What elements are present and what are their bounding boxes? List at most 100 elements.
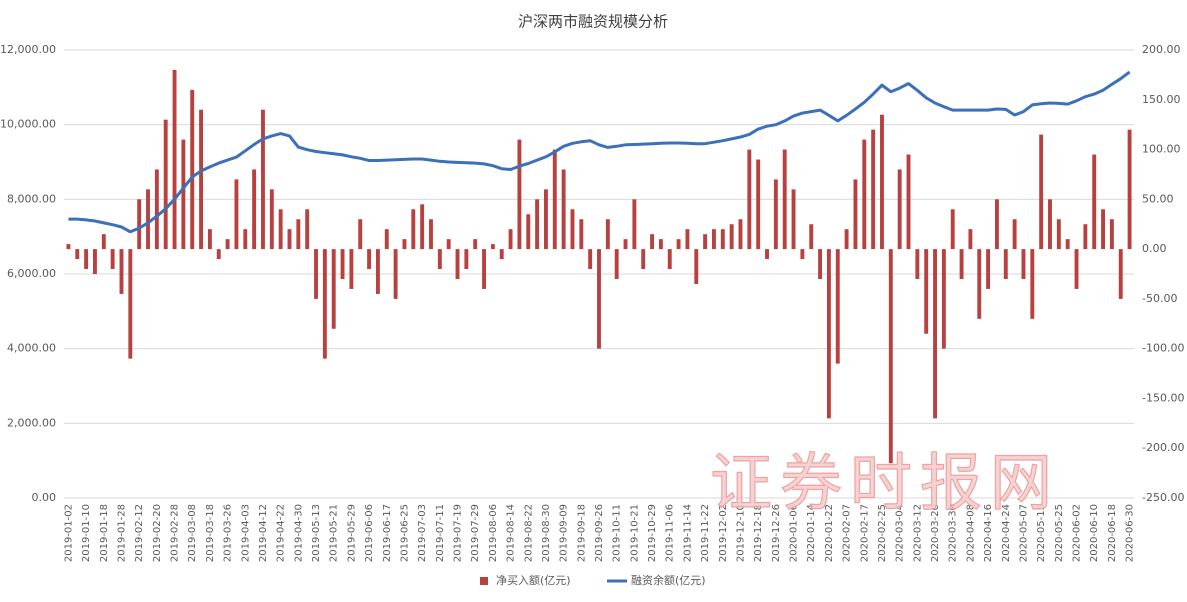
- bar: [331, 249, 336, 329]
- watermark: 证券时报网: [710, 446, 1060, 519]
- y2-tick-label: -100.00: [1142, 342, 1184, 355]
- x-tick-label: 2019-01-10: [81, 504, 92, 562]
- legend-label: 净买入额(亿元): [496, 573, 571, 587]
- bar: [199, 109, 204, 250]
- x-tick-label: 2020-06-10: [1089, 504, 1100, 562]
- bar: [1048, 199, 1052, 250]
- x-tick-label: 2019-04-30: [293, 504, 304, 562]
- y2-tick-label: 100.00: [1142, 143, 1181, 156]
- bar: [1092, 154, 1097, 250]
- x-tick-label: 2019-12-18: [753, 504, 764, 562]
- bar: [720, 229, 725, 250]
- x-tick-label: 2020-02-07: [842, 504, 853, 562]
- x-tick-label: 2019-12-10: [735, 504, 746, 562]
- x-tick-label: 2020-04-16: [983, 504, 994, 562]
- x-tick-label: 2020-01-14: [806, 504, 817, 562]
- bar: [1012, 219, 1017, 250]
- bar: [225, 239, 230, 250]
- x-tick-label: 2019-08-14: [506, 504, 517, 562]
- bar: [172, 69, 177, 250]
- y2-tick-label: -150.00: [1142, 391, 1184, 404]
- bar: [561, 169, 566, 250]
- bar: [844, 229, 849, 250]
- x-tick-label: 2019-11-06: [665, 504, 676, 562]
- bar: [305, 209, 310, 250]
- y-tick-label: 2,000.00: [7, 416, 56, 429]
- bar: [826, 249, 831, 419]
- bar: [526, 214, 531, 250]
- bar: [579, 219, 584, 250]
- bar: [207, 229, 212, 250]
- bar: [676, 239, 681, 250]
- bar: [1109, 219, 1114, 250]
- bar: [146, 189, 150, 250]
- bar: [853, 179, 858, 250]
- bar: [632, 199, 637, 250]
- bar: [994, 199, 999, 250]
- y2-tick-label: -50.00: [1142, 292, 1177, 305]
- y-tick-label: 6,000.00: [7, 267, 56, 280]
- bar: [278, 209, 283, 250]
- bar: [941, 249, 946, 349]
- line: [68, 70, 1131, 234]
- bar: [411, 209, 416, 250]
- bar: [499, 249, 504, 260]
- x-tick-label: 2019-05-13: [311, 504, 322, 562]
- bar: [641, 249, 646, 270]
- bar: [835, 249, 840, 364]
- x-tick-label: 2019-10-29: [647, 504, 658, 562]
- bar: [1074, 249, 1079, 289]
- bar: [623, 239, 628, 250]
- x-tick-label: 2020-04-24: [1001, 504, 1012, 562]
- x-tick-label: 2019-06-17: [382, 504, 393, 562]
- bar: [747, 149, 752, 250]
- bar: [765, 249, 769, 260]
- bar: [543, 189, 548, 250]
- bar: [473, 239, 478, 250]
- x-tick-label: 2019-05-29: [346, 504, 357, 562]
- chart-title: 沪深两市融资规模分析: [518, 13, 668, 31]
- x-tick-label: 2019-04-12: [258, 504, 269, 562]
- bar: [959, 249, 964, 279]
- bar: [1003, 249, 1008, 279]
- bar: [163, 119, 168, 250]
- x-tick-label: 2019-04-22: [276, 504, 287, 562]
- bar: [1039, 134, 1044, 250]
- bar: [862, 139, 867, 250]
- bar: [482, 249, 486, 289]
- x-tick-label: 2019-01-28: [116, 504, 127, 562]
- bar: [243, 229, 248, 250]
- y2-tick-label: 0.00: [1142, 242, 1167, 255]
- x-tick-label: 2019-01-02: [63, 504, 74, 562]
- y-tick-label: 4,000.00: [7, 342, 56, 355]
- x-tick-label: 2019-07-11: [435, 504, 446, 562]
- x-tick-label: 2019-09-26: [594, 504, 605, 562]
- y2-tick-label: 200.00: [1142, 43, 1181, 56]
- y-tick-label: 12,000.00: [0, 43, 56, 56]
- y2-tick-label: -250.00: [1142, 491, 1184, 504]
- bar: [694, 249, 699, 284]
- bar: [588, 249, 593, 270]
- y-tick-label: 8,000.00: [7, 192, 56, 205]
- bar: [605, 219, 610, 250]
- y2-tick-label: -200.00: [1142, 441, 1184, 454]
- plot-area: 0.00 2,000.00 4,000.00 6,000.00 8,000.00 10,0…: [0, 43, 1184, 562]
- bar: [340, 249, 345, 279]
- bar: [915, 249, 920, 279]
- bar: [437, 249, 442, 270]
- x-tick-label: 2019-12-26: [771, 504, 782, 562]
- y2-tick-label: 150.00: [1142, 93, 1181, 106]
- bar: [252, 169, 257, 250]
- bar: [933, 249, 937, 419]
- bar: [93, 249, 97, 274]
- x-tick-label: 2019-03-26: [223, 504, 234, 562]
- bar: [986, 249, 991, 289]
- x-tick-label: 2019-07-29: [470, 504, 481, 562]
- x-tick-label: 2020-03-04: [895, 504, 906, 562]
- bar: [517, 139, 522, 250]
- y-tick-label: 10,000.00: [0, 118, 56, 131]
- bar: [119, 249, 124, 294]
- bar: [110, 249, 115, 270]
- x-tick-label: 2020-05-15: [1036, 504, 1047, 562]
